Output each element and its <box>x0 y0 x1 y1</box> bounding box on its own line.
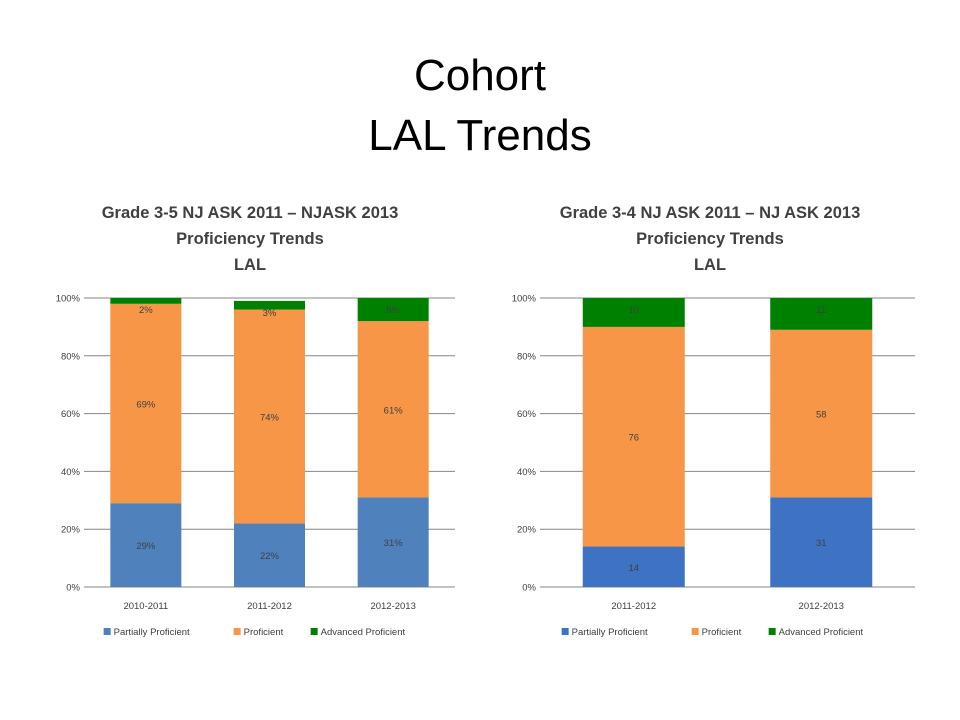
y-tick-label: 0% <box>522 583 536 594</box>
bar-segment <box>770 497 873 587</box>
bar-segment <box>582 298 685 327</box>
slide-title: Cohort LAL Trends <box>0 46 960 166</box>
y-tick-label: 40% <box>517 467 537 478</box>
chart-plot-svg: 0% 20% 40% 60% 80% 100% 29% 69% 2% 2010-2011 22% 74… <box>56 294 455 638</box>
y-tick-label: 60% <box>61 409 81 420</box>
bar-segment <box>582 326 685 547</box>
x-tick-label: 2010-2011 <box>123 601 168 612</box>
bar-segment <box>234 523 305 587</box>
data-label: 29% <box>136 541 156 552</box>
y-tick-label: 60% <box>517 409 537 420</box>
y-tick-label: 20% <box>61 525 81 536</box>
data-label: 2% <box>139 305 153 316</box>
slide-title-line-1: Cohort <box>413 51 547 100</box>
bar-segment <box>110 303 182 504</box>
y-tick-label: 0% <box>66 583 80 594</box>
legend-swatch <box>561 628 569 635</box>
y-tick-label: 100% <box>512 294 537 305</box>
x-tick-label: 2012-2013 <box>799 601 844 612</box>
legend-swatch <box>691 628 699 635</box>
bar-segment <box>770 298 873 330</box>
legend-swatch <box>310 628 318 635</box>
bar-segment <box>770 329 873 498</box>
y-tick-label: 100% <box>56 294 81 305</box>
legend-label: Proficient <box>702 627 742 638</box>
chart-title: Grade 3-4 NJ ASK 2011 – NJ ASK 2013 Prof… <box>500 200 920 278</box>
y-tick-label: 20% <box>517 525 537 536</box>
legend-label: Partially Proficient <box>572 627 648 638</box>
y-tick-label: 40% <box>61 467 81 478</box>
legend-label: Partially Proficient <box>114 627 190 638</box>
data-label: 10 <box>628 305 639 316</box>
bar-segment <box>357 298 429 322</box>
data-label: 22% <box>260 551 280 562</box>
chart-grade-3-4: Grade 3-4 NJ ASK 2011 – NJ ASK 2013 Prof… <box>500 200 920 655</box>
slide-title-line-2: LAL Trends <box>368 111 592 160</box>
data-label: 31 <box>816 538 827 549</box>
chart-title-line-1: Grade 3-4 NJ ASK 2011 – NJ ASK 2013 <box>559 204 861 222</box>
data-label: 8% <box>386 305 400 316</box>
legend-label: Proficient <box>244 627 284 638</box>
chart-title-line-1: Grade 3-5 NJ ASK 2011 – NJASK 2013 <box>101 204 399 222</box>
data-label: 14 <box>628 563 639 574</box>
chart-title-line-2: Proficiency Trends <box>176 230 324 248</box>
x-tick-label: 2011-2012 <box>247 601 292 612</box>
data-label: 11 <box>816 305 826 316</box>
legend-swatch <box>768 628 776 635</box>
bar-segment <box>357 321 429 498</box>
legend-swatch <box>103 628 111 635</box>
data-label: 69% <box>136 399 156 410</box>
x-tick-label: 2012-2013 <box>370 601 415 612</box>
chart-grade-3-5: Grade 3-5 NJ ASK 2011 – NJASK 2013 Profi… <box>40 200 460 655</box>
legend-label: Advanced Proficient <box>321 627 406 638</box>
x-tick-label: 2011-2012 <box>611 601 656 612</box>
bar-segment <box>234 300 305 310</box>
bar-segment <box>110 298 182 304</box>
chart-title-line-3: LAL <box>693 256 727 274</box>
data-label: 61% <box>384 405 404 416</box>
chart-title: Grade 3-5 NJ ASK 2011 – NJASK 2013 Profi… <box>40 200 460 278</box>
legend-swatch <box>233 628 241 635</box>
chart-plot-svg: 0% 20% 40% 60% 80% 100% 14 76 10 2011-2012 31 58 11 2… <box>512 294 915 638</box>
chart-title-line-2: Proficiency Trends <box>636 230 784 248</box>
data-label: 58 <box>816 410 827 421</box>
bar-segment <box>234 309 305 524</box>
data-label: 3% <box>263 308 277 319</box>
bar-segment <box>357 497 429 587</box>
chart-title-line-3: LAL <box>233 256 267 274</box>
data-label: 74% <box>260 412 280 423</box>
y-tick-label: 80% <box>517 351 537 362</box>
y-tick-label: 80% <box>61 351 81 362</box>
bar-segment <box>582 546 685 587</box>
data-label: 31% <box>384 538 404 549</box>
legend-label: Advanced Proficient <box>779 627 864 638</box>
data-label: 76 <box>628 433 639 444</box>
bar-segment <box>110 503 182 587</box>
